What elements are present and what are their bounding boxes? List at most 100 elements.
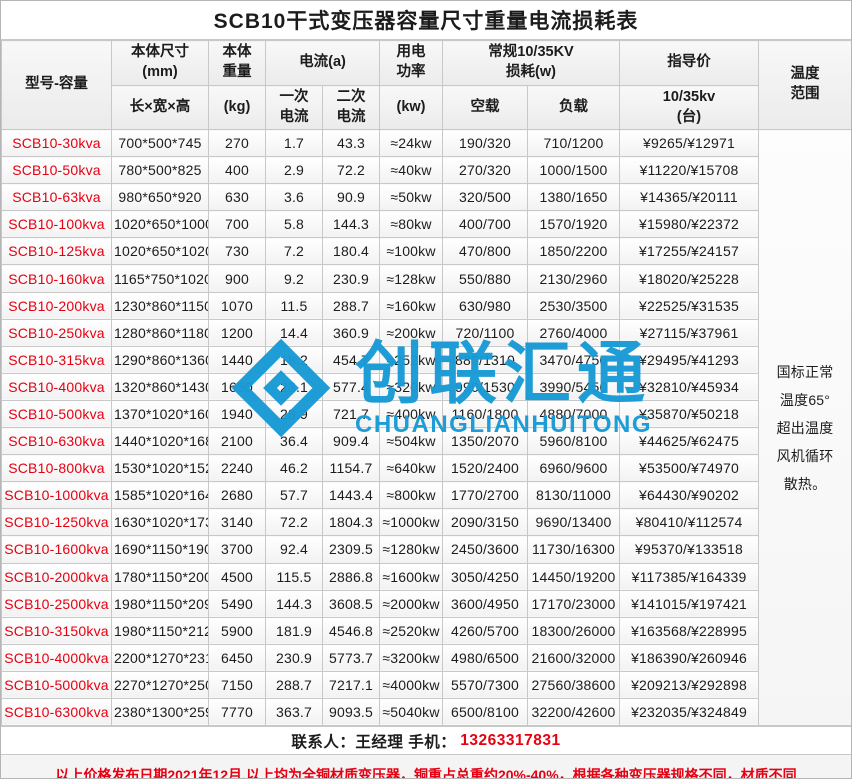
no-load-loss-cell: 320/500 xyxy=(442,183,529,212)
table-row: SCB10-800kva1530*1020*1520224046.21154.7… xyxy=(1,454,852,483)
size-cell: 780*500*825 xyxy=(111,156,209,185)
model-cell: SCB10-630kva xyxy=(1,427,112,456)
size-cell: 1980*1150*2090 xyxy=(111,589,209,618)
load-loss-cell: 11730/16300 xyxy=(527,535,621,564)
primary-current-cell: 18.2 xyxy=(265,345,323,374)
load-loss-cell: 14450/19200 xyxy=(527,562,621,591)
price-cell: ¥29495/¥41293 xyxy=(619,345,760,374)
secondary-current-cell: 7217.1 xyxy=(321,670,381,699)
weight-cell: 6450 xyxy=(208,643,266,672)
weight-cell: 3140 xyxy=(208,508,266,537)
load-loss-cell: 1850/2200 xyxy=(527,237,621,266)
weight-cell: 3700 xyxy=(208,535,266,564)
power-cell: ≈400kw xyxy=(379,399,444,429)
primary-current-cell: 2.9 xyxy=(265,156,323,185)
primary-current-cell: 9.2 xyxy=(265,264,323,293)
price-cell: ¥9265/¥12971 xyxy=(619,128,760,158)
price-cell: ¥95370/¥133518 xyxy=(619,535,760,564)
size-cell: 1530*1020*1520 xyxy=(111,454,209,483)
price-cell: ¥53500/¥74970 xyxy=(619,454,760,483)
power-cell: ≈800kw xyxy=(379,481,444,510)
no-load-loss-cell: 1770/2700 xyxy=(442,481,529,510)
load-loss-cell: 32200/42600 xyxy=(527,697,621,727)
secondary-current-cell: 230.9 xyxy=(321,264,381,293)
header-temperature: 温度 范围 xyxy=(758,40,851,130)
weight-cell: 700 xyxy=(208,210,266,239)
price-cell: ¥35870/¥50218 xyxy=(619,399,760,429)
model-cell: SCB10-1250kva xyxy=(1,508,112,537)
model-cell: SCB10-200kva xyxy=(1,291,112,320)
model-cell: SCB10-160kva xyxy=(1,264,112,293)
temperature-note-cell: 国标正常 温度65° 超出温度 风机循环 散热。 xyxy=(758,128,851,727)
primary-current-cell: 7.2 xyxy=(265,237,323,266)
price-notice: 以上价格发布日期2021年12月,以上均为全铜材质变压器，铜重占总重约20%-4… xyxy=(1,754,851,779)
power-cell: ≈1000kw xyxy=(379,508,444,537)
size-cell: 2200*1270*2310 xyxy=(111,643,209,672)
power-cell: ≈100kw xyxy=(379,237,444,266)
size-cell: 1780*1150*2000 xyxy=(111,562,209,591)
no-load-loss-cell: 2090/3150 xyxy=(442,508,529,537)
primary-current-cell: 181.9 xyxy=(265,616,323,645)
table-row: SCB10-1000kva1585*1020*1640268057.71443.… xyxy=(1,481,852,510)
secondary-current-cell: 454.7 xyxy=(321,345,381,374)
table-row: SCB10-63kva 980*650*920 630 3.6 90.9 ≈50kw 320… xyxy=(1,183,852,212)
power-cell: ≈24kw xyxy=(379,128,444,158)
no-load-loss-cell: 990/1530 xyxy=(442,372,529,401)
no-load-loss-cell: 720/1100 xyxy=(442,318,529,347)
load-loss-cell: 9690/13400 xyxy=(527,508,621,537)
load-loss-cell: 21600/32000 xyxy=(527,643,621,672)
primary-current-cell: 14.4 xyxy=(265,318,323,347)
weight-cell: 1940 xyxy=(208,399,266,429)
power-cell: ≈3200kw xyxy=(379,643,444,672)
secondary-current-cell: 5773.7 xyxy=(321,643,381,672)
no-load-loss-cell: 4260/5700 xyxy=(442,616,529,645)
table-row: SCB10-125kva 1020*650*1020 730 7.2 180.4 ≈100… xyxy=(1,237,852,266)
primary-current-cell: 115.5 xyxy=(265,562,323,591)
table-row: SCB10-100kva 1020*650*1000 700 5.8 144.3 ≈80k… xyxy=(1,210,852,239)
size-cell: 1370*1020*1600 xyxy=(111,399,209,429)
secondary-current-cell: 180.4 xyxy=(321,237,381,266)
load-loss-cell: 4880/7000 xyxy=(527,399,621,429)
header-model: 型号-容量 xyxy=(1,40,112,130)
header-weight-unit: (kg) xyxy=(208,85,266,130)
primary-current-cell: 72.2 xyxy=(265,508,323,537)
header-primary-current: 一次 电流 xyxy=(265,85,323,130)
load-loss-cell: 18300/26000 xyxy=(527,616,621,645)
table-body: SCB10-30kva 700*500*745 270 1.7 43.3 ≈24kw 190… xyxy=(1,128,852,727)
no-load-loss-cell: 1350/2070 xyxy=(442,427,529,456)
spec-table: 型号-容量 本体尺寸 (mm) 本体 重量 电流(a) 用电 功率 常规10/3… xyxy=(1,40,852,727)
size-cell: 980*650*920 xyxy=(111,183,209,212)
price-cell: ¥17255/¥24157 xyxy=(619,237,760,266)
weight-cell: 7150 xyxy=(208,670,266,699)
weight-cell: 4500 xyxy=(208,562,266,591)
secondary-current-cell: 1804.3 xyxy=(321,508,381,537)
table-row: SCB10-2500kva1980*1150*20905490144.33608… xyxy=(1,589,852,618)
contact-label: 联系人：王经理 手机： xyxy=(291,733,457,751)
price-cell: ¥14365/¥20111 xyxy=(619,183,760,212)
primary-current-cell: 288.7 xyxy=(265,670,323,699)
no-load-loss-cell: 3050/4250 xyxy=(442,562,529,591)
load-loss-cell: 3990/5450 xyxy=(527,372,621,401)
notice-line-1: 以上价格发布日期2021年12月,以上均为全铜材质变压器，铜重占总重约20%-4… xyxy=(55,767,797,779)
header-current-group: 电流(a) xyxy=(264,40,381,86)
table-row: SCB10-5000kva2270*1270*25007150288.77217… xyxy=(1,670,852,699)
weight-cell: 630 xyxy=(208,183,266,212)
model-cell: SCB10-4000kva xyxy=(1,643,112,672)
size-cell: 1630*1020*1730 xyxy=(111,508,209,537)
model-cell: SCB10-63kva xyxy=(1,183,112,212)
price-cell: ¥11220/¥15708 xyxy=(619,156,760,185)
no-load-loss-cell: 190/320 xyxy=(442,128,529,158)
header-weight: 本体 重量 xyxy=(208,40,266,86)
primary-current-cell: 28.9 xyxy=(265,399,323,429)
secondary-current-cell: 144.3 xyxy=(321,210,381,239)
power-cell: ≈1600kw xyxy=(379,562,444,591)
price-cell: ¥209213/¥292898 xyxy=(619,670,760,699)
load-loss-cell: 1570/1920 xyxy=(527,210,621,239)
model-cell: SCB10-50kva xyxy=(1,156,112,185)
power-cell: ≈640kw xyxy=(379,454,444,483)
load-loss-cell: 2760/4000 xyxy=(527,318,621,347)
weight-cell: 2680 xyxy=(208,481,266,510)
price-cell: ¥44625/¥62475 xyxy=(619,427,760,456)
power-cell: ≈128kw xyxy=(379,264,444,293)
